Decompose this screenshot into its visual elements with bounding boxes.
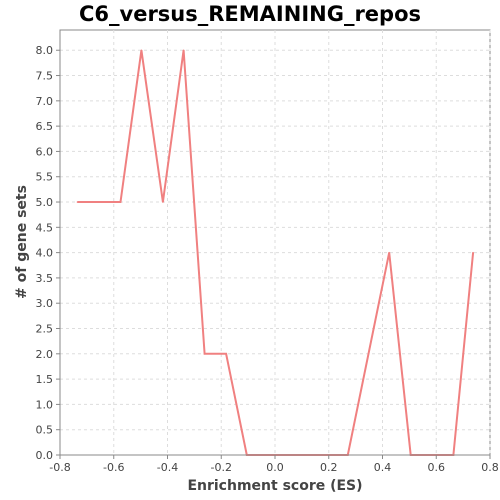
x-axis-label: Enrichment score (ES) (187, 478, 362, 494)
y-tick-label: 4.5 (36, 221, 54, 234)
y-tick-label: 3.0 (36, 297, 54, 310)
data-point (77, 201, 79, 203)
y-tick-label: 5.0 (36, 196, 54, 209)
data-point (183, 49, 185, 51)
x-tick-label: 0.2 (320, 461, 338, 474)
y-tick-label: 4.0 (36, 247, 54, 260)
x-tick-label: 0.4 (374, 461, 392, 474)
y-tick-label: 1.0 (36, 398, 54, 411)
y-tick-label: 6.0 (36, 145, 54, 158)
y-tick-label: 6.5 (36, 120, 54, 133)
data-point (225, 353, 227, 355)
y-tick-label: 8.0 (36, 44, 54, 57)
y-tick-label: 2.0 (36, 348, 54, 361)
data-point (204, 353, 206, 355)
x-tick-label: -0.6 (103, 461, 124, 474)
data-point (472, 252, 474, 254)
x-tick-label: -0.4 (157, 461, 178, 474)
y-axis-label: # of gene sets (14, 185, 30, 299)
chart-title: C6_versus_REMAINING_repos (79, 2, 421, 26)
x-tick-label: -0.2 (211, 461, 232, 474)
data-point (388, 252, 390, 254)
y-tick-label: 3.5 (36, 272, 54, 285)
y-tick-label: 0.0 (36, 449, 54, 462)
x-tick-label: 0.8 (481, 461, 499, 474)
y-tick-label: 0.5 (36, 424, 54, 437)
x-tick-label: 0.0 (266, 461, 284, 474)
x-tick-label: 0.6 (428, 461, 446, 474)
y-tick-label: 7.0 (36, 95, 54, 108)
data-point (141, 49, 143, 51)
data-point (162, 201, 164, 203)
data-point (120, 201, 122, 203)
y-tick-label: 2.5 (36, 323, 54, 336)
y-tick-label: 7.5 (36, 70, 54, 83)
x-tick-label: -0.8 (49, 461, 70, 474)
y-tick-label: 5.5 (36, 171, 54, 184)
y-tick-label: 1.5 (36, 373, 54, 386)
